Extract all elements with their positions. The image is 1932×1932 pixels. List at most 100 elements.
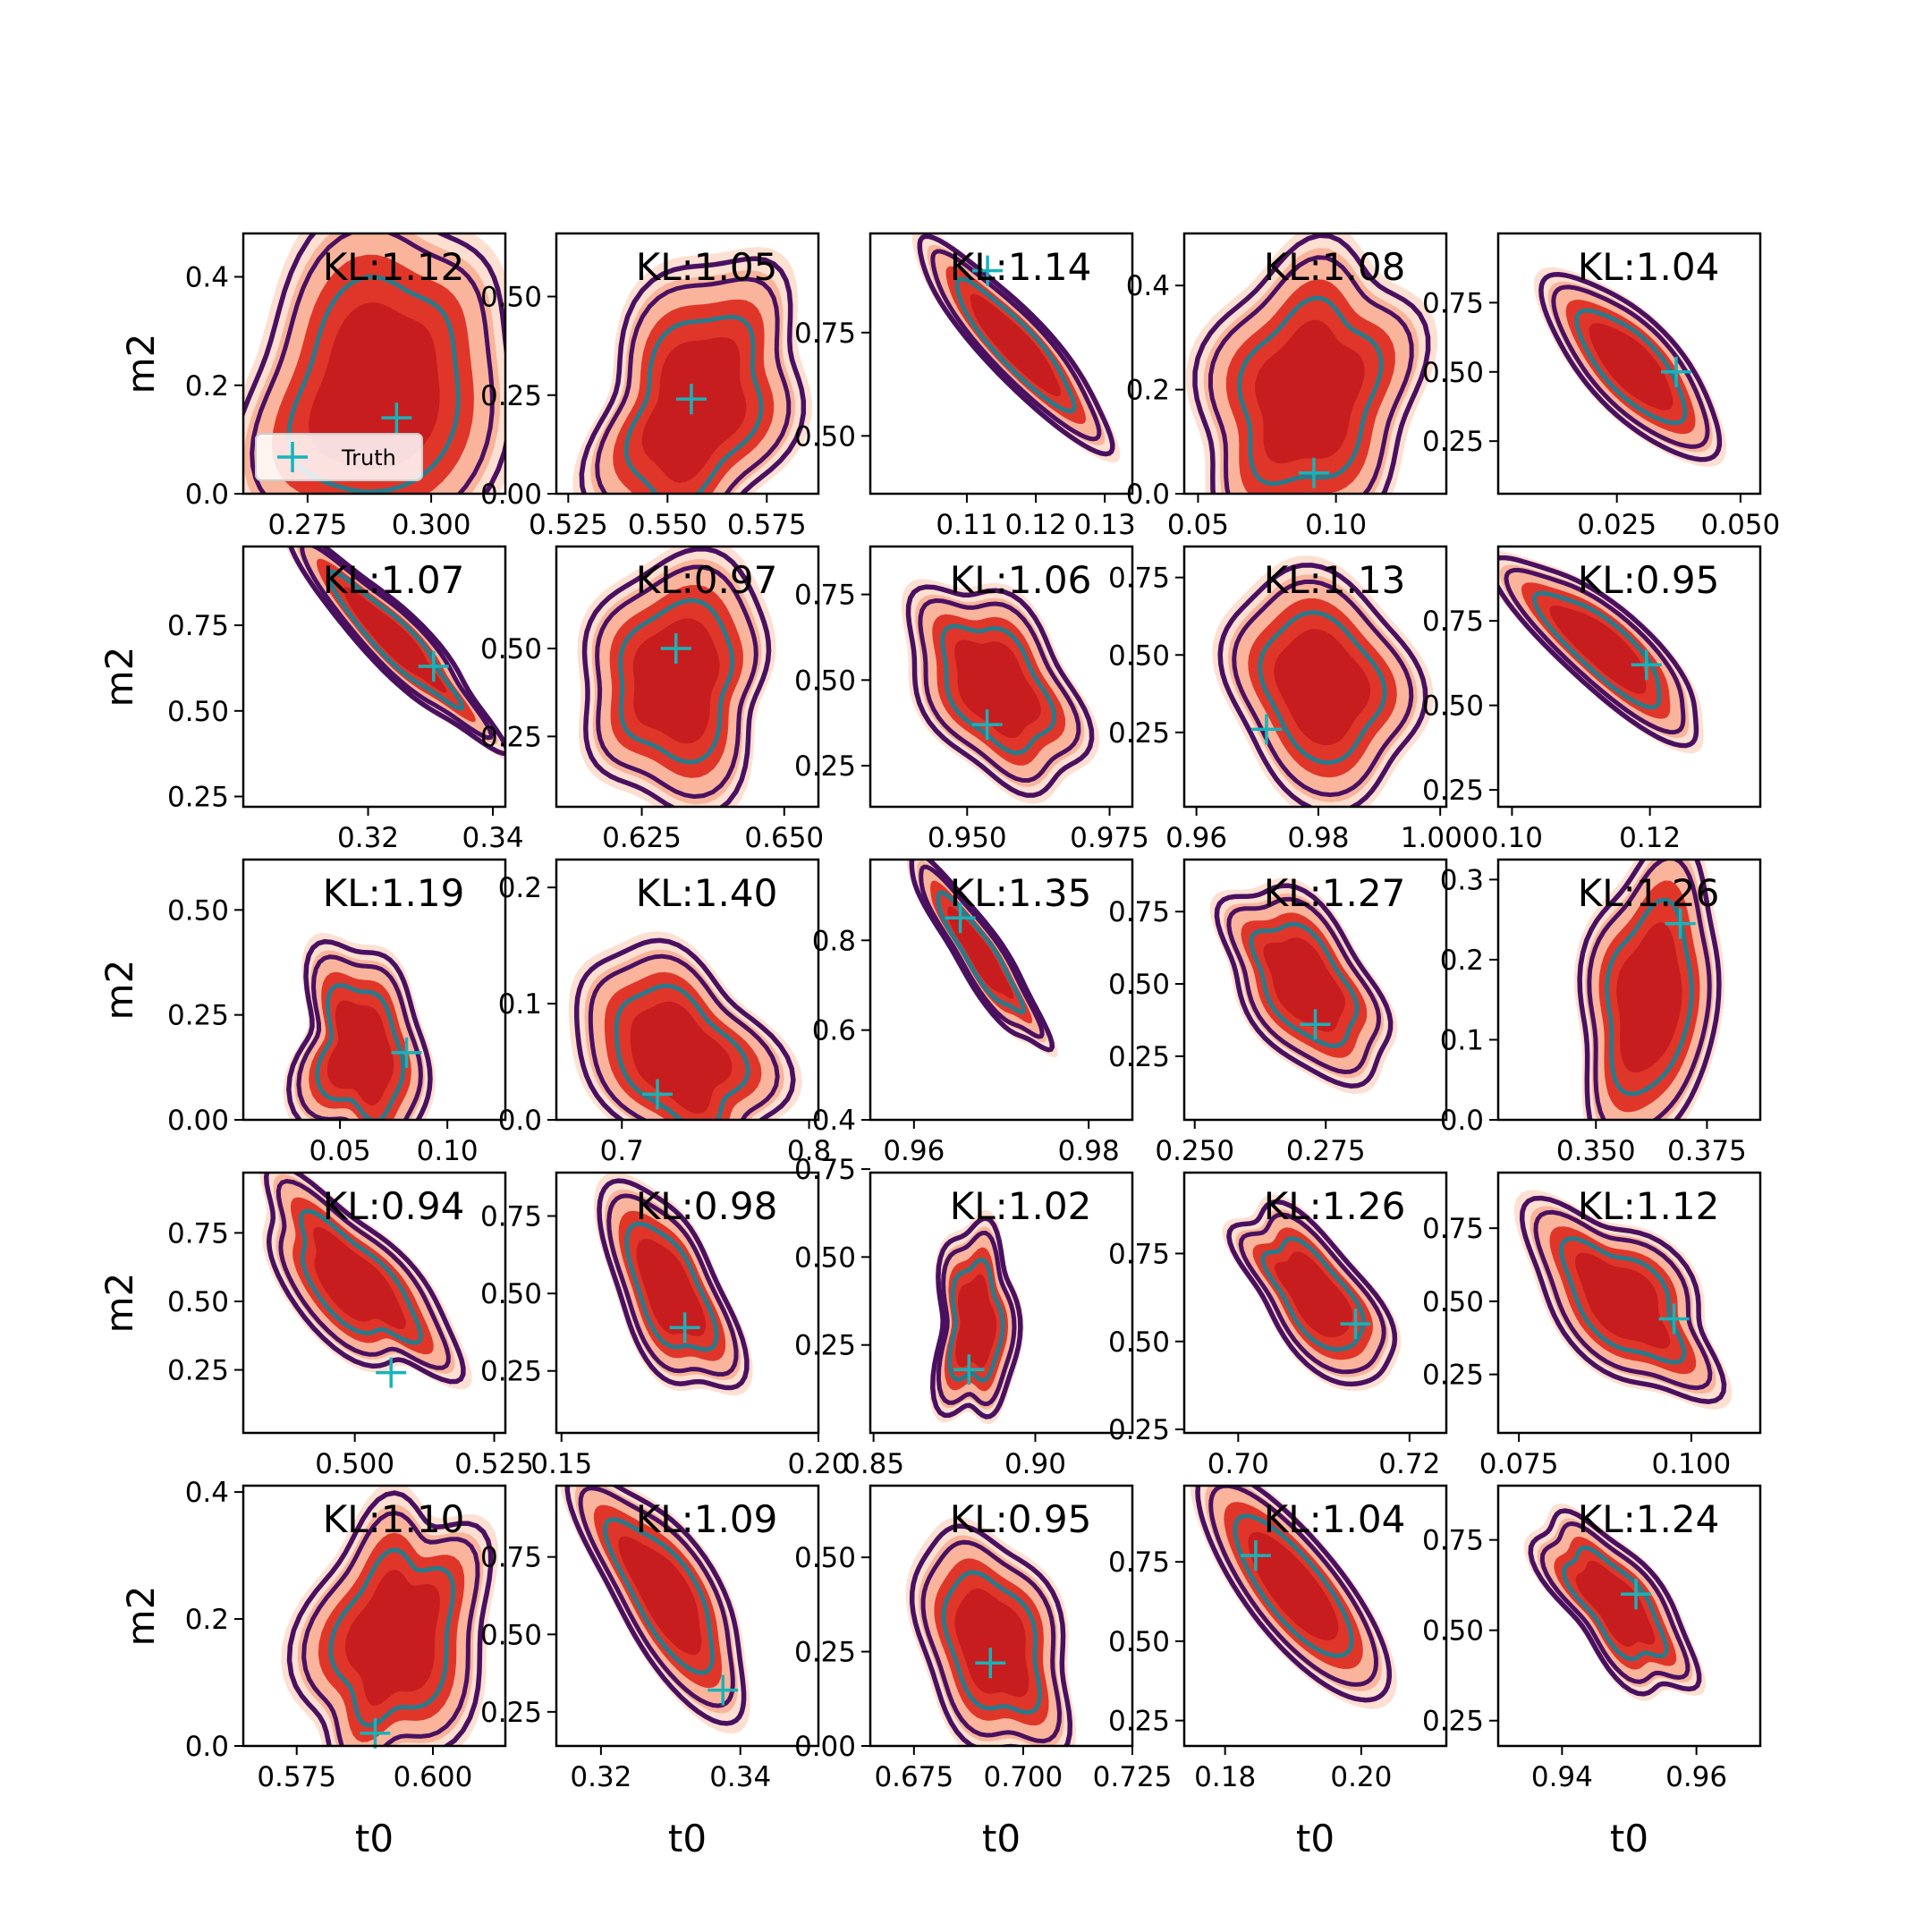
- x-tick-label: 0.675: [874, 1761, 953, 1793]
- contour-line-teal: [1605, 897, 1694, 1097]
- y-tick-label: 0.50: [794, 1241, 856, 1274]
- contour-line-outer-dark: [1528, 1508, 1702, 1697]
- posterior-contours: [1513, 1190, 1733, 1410]
- contour-line-teal: [1249, 921, 1360, 1048]
- contour-line-inner-dark: [920, 1539, 1063, 1744]
- y-tick-label: 0.0: [1440, 1105, 1484, 1137]
- subplot-20: 0.075 0.100 0.25 0.50 0.75 KL:1.12: [1422, 1171, 1762, 1480]
- contour-line-teal: [936, 890, 1026, 1015]
- panel-title: KL:1.24: [1578, 1497, 1720, 1541]
- panel-title: KL:1.09: [636, 1497, 778, 1541]
- density-fill-core: [630, 1001, 733, 1114]
- subplot-16: 0.500 0.525 0.25 0.50 0.75 KL:0.94 m2: [97, 1171, 534, 1480]
- x-tick-label: 0.950: [928, 822, 1007, 854]
- y-tick-label: 0.00: [167, 1105, 229, 1137]
- panel-title: KL:1.27: [1264, 871, 1406, 915]
- plot-frame: [242, 1484, 507, 1748]
- truth-marker: [971, 709, 1003, 741]
- panel-title: KL:1.40: [636, 871, 778, 915]
- contour-line-outer-dark: [1226, 1199, 1398, 1387]
- truth-marker: [1621, 1579, 1652, 1610]
- y-axis-label: m2: [97, 647, 141, 708]
- y-tick-label: 0.50: [794, 420, 856, 453]
- plot-frame: [555, 232, 820, 496]
- subplot-6: 0.32 0.34 0.25 0.50 0.75 KL:1.07 m2: [97, 545, 524, 854]
- posterior-contours: [901, 579, 1100, 804]
- truth-marker: [376, 1357, 407, 1388]
- contour-line-outer-dark: [917, 233, 1115, 457]
- x-tick-label: 0.275: [1286, 1135, 1366, 1167]
- truth-marker: [418, 651, 449, 682]
- density-fill-core: [309, 302, 440, 470]
- contour-line-teal: [623, 314, 764, 494]
- x-axis-label: t0: [668, 1817, 707, 1860]
- density-fill-core: [1248, 1531, 1339, 1640]
- subplot-9: 0.96 0.98 1.000 0.25 0.50 0.75 KL:1.13: [1108, 545, 1480, 854]
- x-tick-label: 0.10: [1481, 822, 1543, 854]
- x-tick-label: 0.85: [843, 1448, 904, 1480]
- x-tick-label: 0.15: [530, 1448, 592, 1480]
- contour-line-outer-dark: [909, 860, 1055, 1053]
- y-tick-label: 0.2: [498, 872, 542, 904]
- plot-frame: [1496, 1484, 1762, 1748]
- contour-line-inner-dark: [919, 864, 1045, 1039]
- y-tick-label: 0.6: [812, 1015, 856, 1047]
- posterior-contours: [577, 547, 776, 807]
- truth-marker: [675, 384, 707, 415]
- truth-marker: [391, 1037, 422, 1068]
- x-tick-label: 0.500: [315, 1448, 394, 1480]
- x-tick-label: 0.075: [1479, 1448, 1559, 1480]
- plot-frame: [555, 545, 820, 809]
- subplot-2: 0.525 0.550 0.575 0.00 0.25 0.50 KL:1.05: [480, 232, 820, 541]
- posterior-contours: [1498, 550, 1704, 754]
- contour-line-teal: [614, 983, 750, 1120]
- y-tick-label: 0.25: [1422, 775, 1484, 807]
- density-fill-core: [954, 1589, 1030, 1698]
- plot-frame: [555, 1171, 820, 1435]
- plot-frame: [869, 858, 1134, 1122]
- x-tick-label: 0.575: [257, 1761, 336, 1793]
- contour-line-outer-dark: [288, 547, 505, 757]
- x-tick-label: 0.05: [1167, 509, 1229, 541]
- y-tick-label: 0.25: [480, 380, 542, 412]
- density-fill-core: [632, 618, 720, 744]
- subplot-13: 0.96 0.98 0.4 0.6 0.8 KL:1.35: [812, 858, 1134, 1167]
- truth-marker: [1658, 1303, 1690, 1335]
- subplot-7: 0.625 0.650 0.25 0.50 KL:0.97: [480, 545, 824, 854]
- subplot-1: 0.275 0.300 0.0 0.2 0.4 KL:1.12 m2 Truth: [119, 232, 507, 541]
- x-tick-label: 0.975: [1070, 822, 1149, 854]
- plot-frame: [869, 545, 1134, 809]
- y-tick-label: 0.75: [794, 318, 856, 350]
- x-tick-label: 0.10: [417, 1135, 479, 1167]
- x-tick-label: 1.000: [1401, 822, 1480, 854]
- plot-frame: [242, 545, 507, 809]
- panel-title: KL:0.98: [636, 1184, 778, 1228]
- subplot-10: 0.10 0.12 0.25 0.50 0.75 KL:0.95: [1422, 545, 1762, 854]
- y-tick-label: 0.75: [1108, 1238, 1170, 1270]
- x-tick-label: 0.050: [1701, 509, 1781, 541]
- y-tick-label: 0.50: [794, 1542, 856, 1574]
- x-tick-label: 0.98: [1287, 822, 1349, 854]
- y-tick-label: 0.75: [1422, 287, 1484, 319]
- x-tick-label: 0.350: [1556, 1135, 1636, 1167]
- truth-marker: [660, 633, 691, 665]
- y-tick-label: 0.50: [1422, 691, 1484, 723]
- legend-label: Truth: [341, 445, 396, 470]
- density-fill-core: [970, 293, 1062, 397]
- y-tick-label: 0.25: [167, 1355, 229, 1387]
- x-tick-label: 0.600: [394, 1761, 473, 1793]
- truth-marker: [945, 902, 976, 934]
- subplot-11: 0.05 0.10 0.00 0.25 0.50 KL:1.19 m2: [97, 858, 507, 1167]
- posterior-contours: [1534, 267, 1727, 467]
- density-fill-core: [1263, 937, 1345, 1032]
- truth-marker: [1250, 714, 1282, 745]
- posterior-contours: [905, 1516, 1077, 1746]
- x-tick-label: 0.90: [1004, 1448, 1066, 1480]
- contour-line-inner-dark: [595, 276, 792, 494]
- truth-marker: [360, 1717, 391, 1749]
- x-tick-label: 0.300: [392, 509, 471, 541]
- x-tick-label: 0.32: [337, 822, 399, 854]
- density-fill-core: [947, 906, 1014, 999]
- y-tick-label: 0.75: [1108, 1546, 1170, 1579]
